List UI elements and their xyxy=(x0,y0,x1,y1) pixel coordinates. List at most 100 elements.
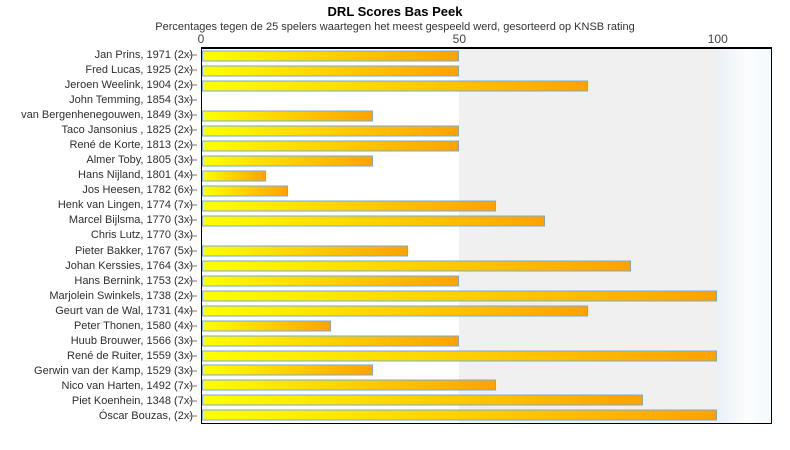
bar-row xyxy=(202,393,771,408)
y-tick xyxy=(189,400,197,402)
y-tick xyxy=(189,340,197,342)
category-label: Chris Lutz, 1770 (3x) xyxy=(90,229,193,242)
bar-row xyxy=(202,154,771,169)
bar xyxy=(202,215,546,227)
bar xyxy=(202,140,460,152)
category-label: Almer Toby, 1805 (3x) xyxy=(86,154,193,167)
bar xyxy=(202,65,460,77)
y-tick xyxy=(189,219,197,221)
category-label: Piet Koenhein, 1348 (7x) xyxy=(71,395,193,408)
bar xyxy=(202,155,374,167)
category-label: Gerwin van der Kamp, 1529 (3x) xyxy=(34,365,193,378)
y-tick xyxy=(189,280,197,282)
category-label: Jos Heesen, 1782 (6x) xyxy=(82,184,193,197)
bar xyxy=(202,409,717,421)
bar xyxy=(202,364,374,376)
y-tick xyxy=(189,204,197,206)
bar-row xyxy=(202,109,771,124)
bar xyxy=(202,110,374,122)
bar xyxy=(202,394,644,406)
category-label: Taco Jansonius , 1825 (2x) xyxy=(61,123,193,136)
bar-row xyxy=(202,273,771,288)
bar-row xyxy=(202,288,771,303)
bar-row xyxy=(202,378,771,393)
bar-row xyxy=(202,228,771,243)
bar-row xyxy=(202,318,771,333)
y-tick xyxy=(189,235,197,236)
bar xyxy=(202,260,631,272)
bar xyxy=(202,335,460,347)
y-tick xyxy=(189,144,197,146)
y-axis-ticks xyxy=(189,47,197,424)
y-tick xyxy=(189,385,197,387)
x-tick-label: 50 xyxy=(452,32,467,46)
bar-row xyxy=(202,94,771,109)
chart-subtitle: Percentages tegen de 25 spelers waartege… xyxy=(155,21,635,33)
bar xyxy=(202,80,589,92)
bar xyxy=(202,305,589,317)
category-label: Geurt van de Wal, 1731 (4x) xyxy=(55,304,193,317)
bar-row xyxy=(202,258,771,273)
bar-row xyxy=(202,64,771,79)
bar-row xyxy=(202,139,771,154)
category-label: van Bergenhenegouwen, 1849 (3x) xyxy=(21,108,193,121)
page-title: DRL Scores Bas Peek xyxy=(327,4,463,19)
bar xyxy=(202,275,460,287)
y-tick xyxy=(189,295,197,297)
y-tick xyxy=(189,325,197,327)
bar-row xyxy=(202,184,771,199)
bar-row xyxy=(202,303,771,318)
bar-rows xyxy=(202,49,771,423)
bar-row xyxy=(202,243,771,258)
category-label: René de Korte, 1813 (2x) xyxy=(69,139,193,151)
category-label: Marjolein Swinkels, 1738 (2x) xyxy=(49,289,193,302)
y-tick xyxy=(189,129,197,131)
y-tick xyxy=(189,265,197,267)
bar xyxy=(202,245,408,257)
category-label: Hans Bernink, 1753 (2x) xyxy=(74,274,193,287)
y-tick xyxy=(189,114,197,116)
bar xyxy=(202,50,460,62)
bar-row xyxy=(202,169,771,184)
category-label: Marcel Bijlsma, 1770 (3x) xyxy=(68,214,193,227)
y-axis-labels: Jan Prins, 1971 (2x) Fred Lucas, 1925 (2x… xyxy=(0,47,197,424)
bar xyxy=(202,320,331,332)
x-tick-label: 100 xyxy=(707,32,728,46)
plot-area xyxy=(201,47,772,424)
y-tick xyxy=(189,415,197,417)
category-label: Jan Prins, 1971 (2x) xyxy=(94,48,193,61)
bar xyxy=(202,125,460,137)
category-label: John Temming, 1854 (3x) xyxy=(69,93,193,106)
y-tick xyxy=(189,174,197,176)
background-band xyxy=(716,49,771,423)
bar-row xyxy=(202,333,771,348)
category-label: Óscar Bouzas, (2x) xyxy=(98,410,193,423)
y-tick xyxy=(189,370,197,372)
bar-row xyxy=(202,199,771,214)
bar-row xyxy=(202,49,771,64)
footer-whitespace xyxy=(0,426,790,450)
category-label: Johan Kerssies, 1764 (3x) xyxy=(65,259,193,272)
y-tick xyxy=(189,310,197,312)
y-tick xyxy=(189,250,197,252)
bar xyxy=(202,290,717,302)
category-label: René de Ruiter, 1559 (3x) xyxy=(67,350,193,363)
category-label: Henk van Lingen, 1774 (7x) xyxy=(57,199,193,212)
bar-row xyxy=(202,408,771,423)
y-tick xyxy=(189,159,197,161)
y-tick xyxy=(189,355,197,357)
category-label: Jeroen Weelink, 1904 (2x) xyxy=(64,78,193,91)
bar xyxy=(202,379,497,391)
bar-row xyxy=(202,363,771,378)
category-label: Fred Lucas, 1925 (2x) xyxy=(85,63,193,76)
bar-row xyxy=(202,79,771,94)
category-label: Hans Nijland, 1801 (4x) xyxy=(78,169,193,182)
bar xyxy=(202,170,267,182)
category-label: Peter Thonen, 1580 (4x) xyxy=(73,319,193,332)
x-axis-tick-labels: 0 50 100 xyxy=(197,32,772,46)
y-tick xyxy=(189,84,197,86)
y-tick xyxy=(189,54,197,56)
category-label: Pieter Bakker, 1767 (5x) xyxy=(74,244,193,257)
bar-row xyxy=(202,213,771,228)
x-tick-label: 0 xyxy=(197,32,205,46)
